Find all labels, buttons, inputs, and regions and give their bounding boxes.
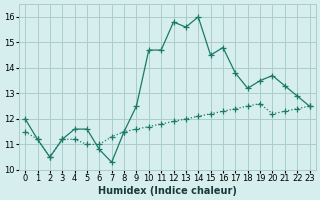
X-axis label: Humidex (Indice chaleur): Humidex (Indice chaleur) [98, 186, 237, 196]
